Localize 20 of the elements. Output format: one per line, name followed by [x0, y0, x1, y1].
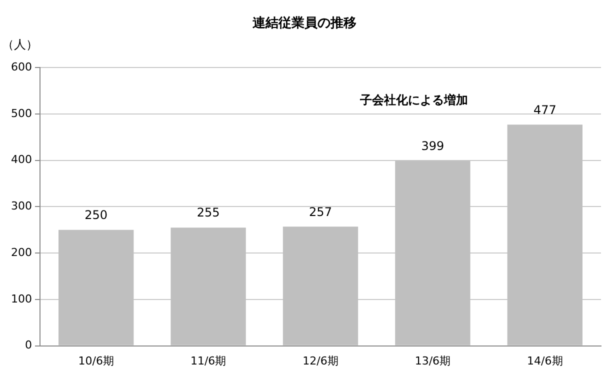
x-tick-label: 10/6期: [78, 354, 114, 368]
data-label: 255: [196, 206, 220, 220]
y-axis-title: （人）: [2, 38, 38, 52]
y-tick-label: 100: [10, 292, 32, 306]
y-tick-label: 400: [10, 153, 32, 166]
y-tick-label: 200: [10, 246, 32, 259]
y-tick-label: 0: [24, 338, 32, 352]
data-label: 399: [421, 138, 444, 153]
data-label: 477: [533, 102, 556, 117]
y-tick-label: 600: [10, 60, 32, 74]
annotation: 子会社化による増加: [358, 93, 468, 108]
y-tick-label: 300: [10, 200, 32, 213]
data-label: 250: [84, 208, 108, 222]
x-tick-label: 13/6期: [414, 354, 451, 368]
chart-title: 連結従業員の推移: [252, 16, 356, 32]
data-label: 257: [309, 204, 332, 219]
x-tick-label: 11/6期: [190, 354, 226, 368]
x-tick-label: 12/6期: [302, 354, 338, 368]
y-tick-label: 500: [10, 106, 32, 120]
x-tick-label: 14/6期: [527, 354, 563, 368]
